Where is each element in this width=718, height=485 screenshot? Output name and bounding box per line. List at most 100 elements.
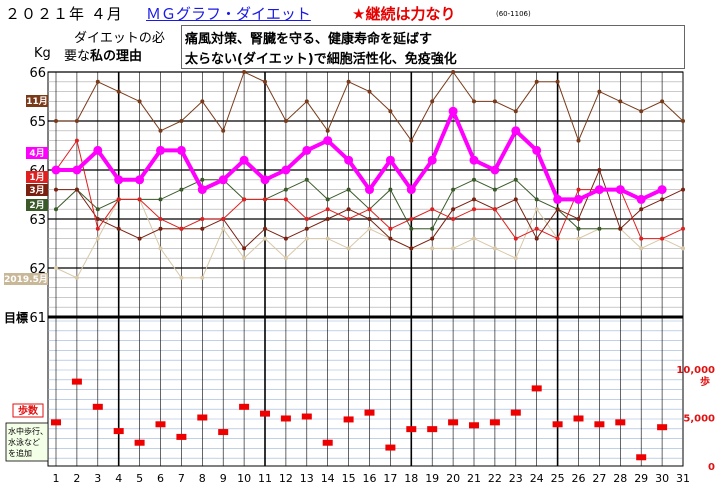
- series-point-11月: [388, 109, 392, 113]
- series-point-11月: [535, 80, 539, 84]
- steps-tick-label: 0: [708, 462, 715, 473]
- series-point-11月: [430, 99, 434, 103]
- series-point-4月: [595, 185, 604, 194]
- series-point-3月: [660, 197, 664, 201]
- steps-note-line: 水泳など: [8, 437, 40, 447]
- series-point-3月: [597, 168, 601, 172]
- series-point-11月: [263, 80, 267, 84]
- weight-tick-label: 66: [29, 66, 46, 81]
- steps-marker: [72, 379, 82, 385]
- series-point-3月: [138, 237, 142, 241]
- series-point-4月: [490, 166, 499, 175]
- steps-marker: [218, 429, 228, 435]
- day-tick-label: 28: [613, 472, 627, 485]
- series-point-4月: [261, 175, 270, 184]
- series-point-4月: [470, 156, 479, 165]
- legend-label-3月: 3月: [29, 185, 44, 196]
- steps-marker: [197, 415, 207, 421]
- steps-marker: [281, 415, 291, 421]
- steps-marker: [553, 421, 563, 427]
- series-point-11月: [347, 80, 351, 84]
- day-tick-label: 27: [592, 472, 606, 485]
- series-point-11月: [200, 99, 204, 103]
- series-point-2月: [200, 178, 204, 182]
- series-point-2019.5月: [577, 237, 581, 241]
- weight-tick-label: 63: [29, 213, 46, 228]
- day-tick-label: 4: [115, 472, 122, 485]
- day-tick-label: 6: [157, 472, 164, 485]
- steps-marker: [344, 416, 354, 422]
- series-point-2月: [577, 227, 581, 231]
- series-point-2月: [347, 188, 351, 192]
- series-point-4月: [240, 156, 249, 165]
- series-point-4月: [156, 146, 165, 155]
- series-point-4月: [344, 156, 353, 165]
- series-point-2019.5月: [493, 246, 497, 250]
- series-point-4月: [281, 166, 290, 175]
- steps-marker: [532, 385, 542, 391]
- series-point-3月: [577, 217, 581, 221]
- steps-marker: [574, 415, 584, 421]
- series-point-3月: [54, 188, 58, 192]
- series-point-4月: [449, 107, 458, 116]
- series-point-4月: [658, 185, 667, 194]
- series-point-3月: [618, 227, 622, 231]
- legend-label-4月: 4月: [29, 148, 44, 159]
- series-point-11月: [326, 129, 330, 133]
- series-point-1月: [639, 237, 643, 241]
- series-point-11月: [409, 139, 413, 143]
- series-point-1月: [117, 197, 121, 201]
- series-point-3月: [368, 217, 372, 221]
- series-point-3月: [326, 217, 330, 221]
- series-point-2019.5月: [535, 207, 539, 211]
- series-point-2月: [96, 207, 100, 211]
- series-point-3月: [263, 227, 267, 231]
- series-point-2019.5月: [430, 246, 434, 250]
- series-point-2019.5月: [200, 276, 204, 280]
- series-point-2月: [535, 197, 539, 201]
- steps-tick-label: 5,000: [683, 414, 715, 425]
- series-point-11月: [451, 70, 455, 74]
- series-point-2019.5月: [263, 237, 267, 241]
- series-point-2月: [179, 188, 183, 192]
- series-point-4月: [323, 136, 332, 145]
- series-point-3月: [305, 227, 309, 231]
- day-tick-label: 21: [467, 472, 481, 485]
- series-point-2月: [54, 207, 58, 211]
- day-tick-label: 31: [676, 472, 690, 485]
- steps-marker: [448, 419, 458, 425]
- day-tick-label: 12: [279, 472, 293, 485]
- series-point-1月: [96, 227, 100, 231]
- series-point-3月: [347, 207, 351, 211]
- day-tick-label: 24: [530, 472, 544, 485]
- series-point-4月: [52, 166, 61, 175]
- steps-marker: [615, 419, 625, 425]
- steps-marker: [594, 421, 604, 427]
- series-point-2019.5月: [472, 237, 476, 241]
- steps-marker: [51, 419, 61, 425]
- series-point-1月: [347, 217, 351, 221]
- series-point-4月: [302, 146, 311, 155]
- series-point-1月: [284, 197, 288, 201]
- series-point-1月: [242, 197, 246, 201]
- series-point-2019.5月: [96, 237, 100, 241]
- series-point-11月: [179, 119, 183, 123]
- series-point-2月: [409, 227, 413, 231]
- day-tick-label: 26: [572, 472, 586, 485]
- series-point-2月: [284, 188, 288, 192]
- steps-marker: [406, 426, 416, 432]
- series-point-1月: [221, 217, 225, 221]
- series-point-3月: [556, 207, 560, 211]
- series-point-4月: [198, 185, 207, 194]
- series-point-2月: [388, 188, 392, 192]
- series-point-1月: [535, 227, 539, 231]
- series-point-3月: [535, 237, 539, 241]
- steps-marker: [114, 428, 124, 434]
- series-point-1月: [430, 207, 434, 211]
- series-point-2019.5月: [347, 246, 351, 250]
- series-point-1月: [179, 227, 183, 231]
- series-point-11月: [368, 90, 372, 94]
- day-tick-label: 15: [342, 472, 356, 485]
- series-point-2019.5月: [514, 256, 518, 260]
